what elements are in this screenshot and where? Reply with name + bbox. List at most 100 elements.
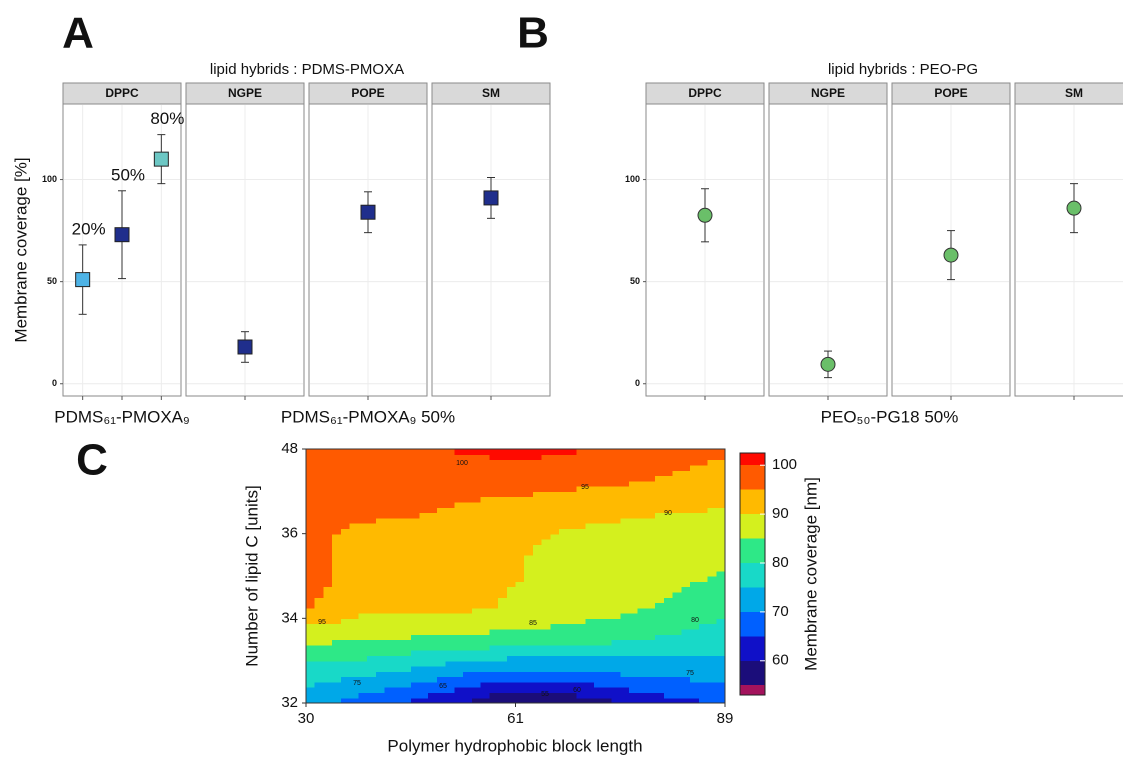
contour-cell [690, 623, 700, 630]
contour-cell [637, 676, 648, 683]
contour-cell [358, 533, 368, 540]
contour-cell [410, 576, 421, 582]
contour-cell [436, 628, 447, 635]
contour-cell [646, 533, 656, 540]
contour-cell [637, 581, 648, 588]
contour-cell [655, 486, 665, 492]
contour-cell [349, 560, 359, 567]
contour-cell [655, 459, 665, 466]
contour-cell [672, 470, 682, 477]
contour-cell [576, 570, 586, 577]
contour-cell [340, 591, 351, 598]
contour-cell [663, 501, 674, 508]
contour-cell [332, 544, 342, 551]
contour-cell [620, 681, 630, 688]
contour-cell [690, 475, 700, 482]
contour-cell [375, 528, 386, 535]
contour-cell [594, 486, 604, 492]
contour-cell [698, 623, 709, 630]
contour-cell [646, 597, 656, 604]
contour-cell [541, 449, 552, 455]
contour-cell [541, 523, 552, 529]
contour-cell [646, 454, 656, 461]
contour-cell [576, 687, 586, 694]
contour-cell [375, 517, 386, 524]
contour-cell [384, 459, 394, 466]
contour-cell [445, 560, 455, 567]
contour-cell [576, 676, 586, 683]
contour-cell [576, 565, 586, 572]
contour-cell [393, 480, 403, 487]
contour-cell [698, 671, 709, 678]
contour-cell [611, 671, 621, 678]
contour-cell [367, 544, 377, 551]
contour-cell [367, 523, 377, 529]
contour-cell [515, 623, 525, 630]
contour-cell [402, 459, 412, 466]
contour-cell [402, 628, 412, 635]
contour-cell [367, 628, 377, 635]
contour-cell [375, 697, 386, 704]
contour-cell [323, 644, 333, 651]
contour-cell [524, 644, 534, 651]
contour-cell [402, 607, 412, 614]
contour-label: 80 [691, 617, 699, 624]
contour-cell [428, 586, 438, 593]
contour-cell [716, 544, 726, 551]
contour-cell [489, 665, 499, 672]
contour-cell [506, 491, 517, 498]
contour-cell [594, 496, 604, 503]
contour-cell [559, 512, 569, 519]
colorbar-band [740, 465, 765, 490]
contour-cell [428, 449, 438, 455]
contour-cell [367, 565, 377, 572]
contour-cell [402, 681, 412, 688]
contour-cell [393, 613, 403, 619]
contour-cell [655, 644, 665, 651]
contour-cell [358, 681, 368, 688]
contour-cell [384, 660, 394, 667]
contour-cell [410, 533, 421, 540]
contour-cell [489, 581, 499, 588]
contour-cell [306, 681, 316, 688]
contour-cell [332, 480, 342, 487]
contour-cell [707, 459, 717, 466]
contour-cell [306, 602, 316, 609]
contour-cell [663, 665, 674, 672]
contour-cell [663, 634, 674, 641]
contour-cell [367, 470, 377, 477]
contour-cell [602, 475, 613, 482]
contour-cell [716, 644, 726, 651]
contour-cell [681, 581, 691, 588]
contour-cell [445, 501, 455, 508]
contour-cell [340, 475, 351, 482]
contour-cell [541, 607, 552, 614]
contour-cell [576, 639, 586, 646]
contour-cell [567, 634, 578, 641]
contour-cell [314, 697, 325, 704]
contour-cell [445, 586, 455, 593]
contour-cell [358, 597, 368, 604]
contour-cell [340, 533, 351, 540]
contour-cell [524, 538, 534, 545]
contour-cell [524, 491, 534, 498]
contour-cell [410, 618, 421, 625]
contour-cell [471, 528, 482, 535]
contour-cell [419, 501, 429, 508]
contour-cell [384, 644, 394, 651]
contour-cell [384, 697, 394, 704]
contour-cell [672, 576, 682, 582]
contour-cell [628, 560, 639, 567]
contour-cell [489, 523, 499, 529]
contour-cell [428, 650, 438, 656]
contour-cell [532, 475, 543, 482]
contour-cell [393, 528, 403, 535]
contour-cell [384, 618, 394, 625]
contour-cell [506, 655, 517, 662]
contour-cell [506, 454, 517, 461]
contour-cell [402, 470, 412, 477]
colorbar-frame [739, 452, 766, 696]
contour-cell [594, 491, 604, 498]
contour-cell [716, 454, 726, 461]
contour-cell [402, 496, 412, 503]
